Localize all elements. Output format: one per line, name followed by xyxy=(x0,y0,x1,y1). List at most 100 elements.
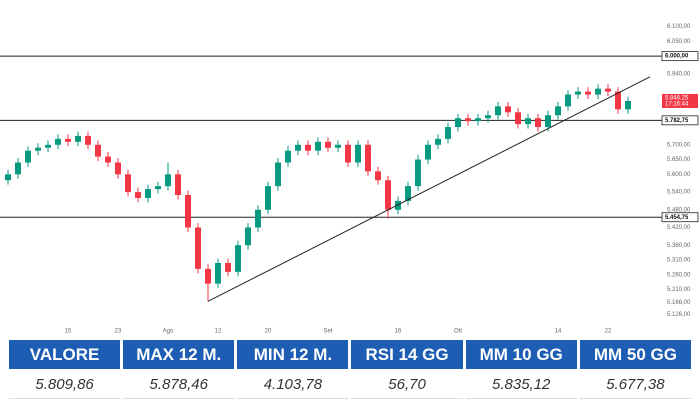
y-tick-label: 5.480,00 xyxy=(667,207,691,213)
chart: 6.100,00 6.050,00 5.940,00 5.700,00 5.650,00… xyxy=(0,24,699,335)
value-cell: 5.878,46 xyxy=(123,371,235,399)
candle-body xyxy=(275,162,281,187)
y-tick-label: 5.540,00 xyxy=(667,190,691,196)
candle-body xyxy=(445,127,451,139)
y-tick-label: 5.126,00 xyxy=(667,312,691,318)
x-tick-label: Ago xyxy=(163,329,174,335)
candle-body xyxy=(535,118,541,128)
candle-body xyxy=(45,144,51,148)
level-label: 6.000,00 xyxy=(665,54,689,60)
y-tick-label: 5.940,00 xyxy=(667,71,691,77)
header-cell: MIN 12 M. xyxy=(237,340,349,369)
y-tick-label: 6.100,00 xyxy=(667,24,691,30)
candle-body xyxy=(75,135,81,142)
header-cell: MM 50 GG xyxy=(579,340,691,369)
candle-body xyxy=(135,192,141,198)
x-tick-label: 16 xyxy=(395,329,402,335)
y-tick-label: 5.260,00 xyxy=(667,272,691,278)
level-tag xyxy=(661,51,699,62)
candle-body xyxy=(335,144,341,148)
candle-body xyxy=(315,141,321,151)
x-tick-label: Set xyxy=(323,329,332,335)
x-tick-label: 23 xyxy=(115,329,122,335)
y-tick-label: 6.050,00 xyxy=(667,39,691,45)
level-label: 5.454,75 xyxy=(665,215,689,221)
header-cell: MAX 12 M. xyxy=(123,340,235,369)
candle-body xyxy=(545,115,551,128)
candle-body xyxy=(185,195,191,228)
candle-body xyxy=(295,144,301,151)
candle-body xyxy=(495,106,501,116)
header-cell: VALORE xyxy=(9,340,121,369)
x-tick-label: 20 xyxy=(265,329,272,335)
candle-body xyxy=(365,144,371,172)
candle-body xyxy=(265,186,271,210)
y-tick-label: 5.210,00 xyxy=(667,287,691,293)
y-tick-label: 5.310,00 xyxy=(667,258,691,264)
candle-body xyxy=(565,94,571,107)
candle-body xyxy=(245,227,251,246)
candle-body xyxy=(605,88,611,92)
value-cell: 5.809,86 xyxy=(9,371,121,399)
candle-body xyxy=(15,162,21,175)
candle-body xyxy=(515,112,521,125)
x-tick-label: 14 xyxy=(555,329,562,335)
y-tick-label: 5.700,00 xyxy=(667,142,691,148)
candle-body xyxy=(625,101,631,110)
candle-body xyxy=(505,106,511,113)
y-tick-label: 5.166,00 xyxy=(667,300,691,306)
candle-body xyxy=(95,144,101,157)
candle-body xyxy=(145,189,151,198)
level-tag xyxy=(661,115,699,126)
candle-body xyxy=(85,135,91,145)
candle-body xyxy=(385,180,391,210)
x-tick-label: 22 xyxy=(605,329,612,335)
candle-body xyxy=(175,174,181,195)
header-row: VALORE MAX 12 M. MIN 12 M. RSI 14 GG MM 10 G… xyxy=(9,340,691,369)
candle-body xyxy=(155,186,161,190)
candle-body xyxy=(415,159,421,187)
value-cell: 5.677,38 xyxy=(579,371,691,399)
candle-body xyxy=(585,91,591,95)
price-tag-time: 17:16:44 xyxy=(665,102,689,108)
candle-body xyxy=(215,262,221,284)
candle-body xyxy=(425,144,431,160)
candle-body xyxy=(595,88,601,95)
y-tick-label: 5.420,00 xyxy=(667,225,691,231)
x-tick-label: 15 xyxy=(65,329,72,335)
candle-body xyxy=(475,118,481,122)
candle-body xyxy=(355,144,361,163)
candle-body xyxy=(235,245,241,272)
candle-body xyxy=(615,91,621,110)
candle-body xyxy=(35,147,41,151)
candle-body xyxy=(225,262,231,272)
candle-body xyxy=(165,174,171,187)
candle-body xyxy=(105,156,111,163)
candle-body xyxy=(205,268,211,284)
y-tick-label: 5.600,00 xyxy=(667,172,691,178)
candle-body xyxy=(285,150,291,163)
candle-body xyxy=(55,138,61,145)
candle-body xyxy=(575,91,581,95)
y-tick-label: 5.650,00 xyxy=(667,157,691,163)
value-cell: 5.835,12 xyxy=(465,371,577,399)
candle-body xyxy=(305,144,311,151)
candle-body xyxy=(255,209,261,228)
candle-body xyxy=(525,118,531,125)
y-tick-label: 5.360,00 xyxy=(667,243,691,249)
value-cell: 56,70 xyxy=(351,371,463,399)
header-cell: RSI 14 GG xyxy=(351,340,463,369)
candle-body xyxy=(555,106,561,116)
candle-body xyxy=(465,118,471,122)
candle-body xyxy=(405,186,411,201)
candle-body xyxy=(115,162,121,175)
candle-body xyxy=(375,171,381,181)
level-tag xyxy=(661,212,699,223)
candle-body xyxy=(125,174,131,193)
value-cell: 4.103,78 xyxy=(237,371,349,399)
candle-body xyxy=(195,227,201,269)
level-label: 5.782,75 xyxy=(665,118,689,124)
candle-body xyxy=(25,150,31,163)
trendline xyxy=(207,76,651,302)
